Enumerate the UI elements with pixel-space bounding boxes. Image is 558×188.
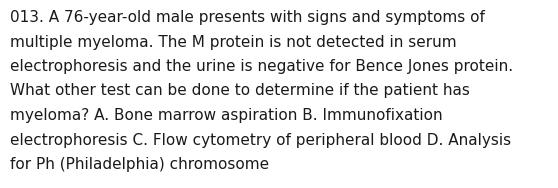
Text: What other test can be done to determine if the patient has: What other test can be done to determine… xyxy=(10,83,470,99)
Text: myeloma? A. Bone marrow aspiration B. Immunofixation: myeloma? A. Bone marrow aspiration B. Im… xyxy=(10,108,442,123)
Text: electrophoresis C. Flow cytometry of peripheral blood D. Analysis: electrophoresis C. Flow cytometry of per… xyxy=(10,133,511,148)
Text: multiple myeloma. The M protein is not detected in serum: multiple myeloma. The M protein is not d… xyxy=(10,35,456,49)
Text: 013. A 76-year-old male presents with signs and symptoms of: 013. A 76-year-old male presents with si… xyxy=(10,10,485,25)
Text: for Ph (Philadelphia) chromosome: for Ph (Philadelphia) chromosome xyxy=(10,157,269,172)
Text: electrophoresis and the urine is negative for Bence Jones protein.: electrophoresis and the urine is negativ… xyxy=(10,59,513,74)
